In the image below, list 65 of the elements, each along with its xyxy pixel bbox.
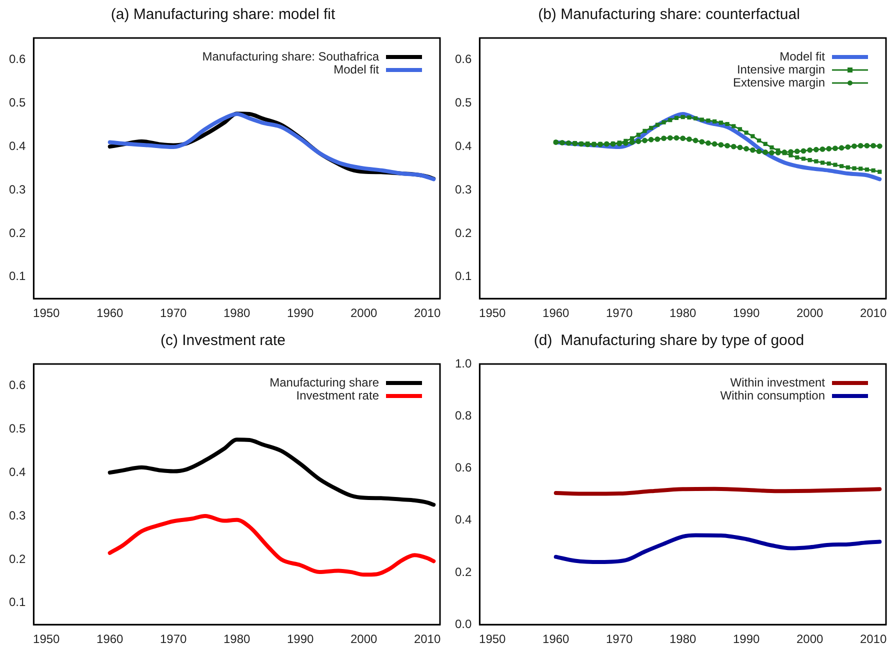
legend-label: Intensive margin	[736, 62, 825, 76]
legend-label: Extensive margin	[732, 75, 825, 90]
x-tick-label: 1990	[286, 632, 314, 646]
x-tick-label: 1970	[160, 306, 188, 320]
y-tick-label: 1.0	[454, 356, 472, 370]
x-tick-label: 1990	[286, 306, 314, 320]
x-tick-label: 2000	[350, 632, 378, 646]
x-tick-label: 1990	[732, 306, 760, 320]
x-tick-label: 2010	[860, 632, 887, 646]
y-tick-label: 0.3	[454, 182, 472, 196]
x-tick-label: 1970	[606, 632, 634, 646]
legend-label: Within investment	[730, 375, 826, 390]
x-tick-label: 2000	[350, 306, 378, 320]
y-tick-label: 0.6	[454, 52, 472, 66]
x-tick-label: 2010	[860, 306, 887, 320]
y-tick-label: 0.6	[8, 378, 26, 392]
y-tick-label: 0.2	[8, 226, 26, 240]
y-tick-label: 0.4	[454, 138, 472, 153]
chart-title: (b) Manufacturing share: counterfactual	[538, 6, 800, 24]
x-tick-label: 1990	[732, 632, 760, 646]
x-tick-label: 1950	[33, 632, 60, 646]
chart-title: (a) Manufacturing share: model fit	[110, 6, 336, 24]
x-tick-label: 1980	[223, 632, 251, 646]
x-tick-label: 1950	[33, 306, 60, 320]
y-tick-label: 0.0	[454, 616, 472, 631]
x-tick-label: 1970	[160, 632, 188, 646]
x-tick-label: 2000	[796, 632, 824, 646]
y-tick-label: 0.6	[8, 52, 26, 66]
y-tick-label: 0.8	[454, 408, 472, 422]
y-tick-label: 0.2	[454, 226, 472, 240]
x-tick-label: 1980	[669, 632, 697, 646]
y-tick-label: 0.3	[8, 182, 26, 196]
x-tick-label: 1960	[96, 632, 124, 646]
y-tick-label: 0.1	[8, 595, 26, 610]
x-tick-label: 1980	[669, 306, 697, 320]
y-tick-label: 0.4	[454, 512, 472, 527]
legend-label: Within consumption	[720, 388, 825, 402]
y-tick-label: 0.2	[8, 552, 26, 566]
chart-title: (c) Investment rate	[160, 332, 286, 350]
x-tick-label: 1950	[479, 632, 506, 646]
x-tick-label: 1980	[223, 306, 251, 320]
x-tick-label: 1960	[542, 632, 570, 646]
x-tick-label: 1960	[542, 306, 570, 320]
x-tick-label: 2010	[414, 306, 441, 320]
x-tick-label: 1960	[96, 306, 124, 320]
legend-label: Manufacturing share	[270, 375, 380, 390]
y-tick-label: 0.3	[8, 508, 26, 522]
y-tick-label: 0.5	[454, 95, 472, 110]
y-tick-label: 0.5	[8, 421, 26, 436]
y-tick-label: 0.4	[8, 464, 26, 479]
legend-label: Model fit	[334, 62, 380, 76]
legend-label: Model fit	[780, 49, 826, 64]
y-tick-label: 0.6	[454, 460, 472, 475]
legend-label: Manufacturing share: Southafrica	[202, 49, 380, 64]
x-tick-label: 2000	[796, 306, 824, 320]
x-tick-label: 1950	[479, 306, 506, 320]
y-tick-label: 0.1	[8, 269, 26, 284]
legend-label: Investment rate	[296, 388, 380, 402]
x-tick-label: 1970	[606, 306, 634, 320]
y-tick-label: 0.4	[8, 138, 26, 153]
y-tick-label: 0.5	[8, 95, 26, 110]
y-tick-label: 0.1	[454, 269, 472, 284]
x-tick-label: 2010	[414, 632, 441, 646]
y-tick-label: 0.2	[454, 564, 472, 579]
chart-title: (d) Manufacturing share by type of good	[534, 332, 804, 350]
